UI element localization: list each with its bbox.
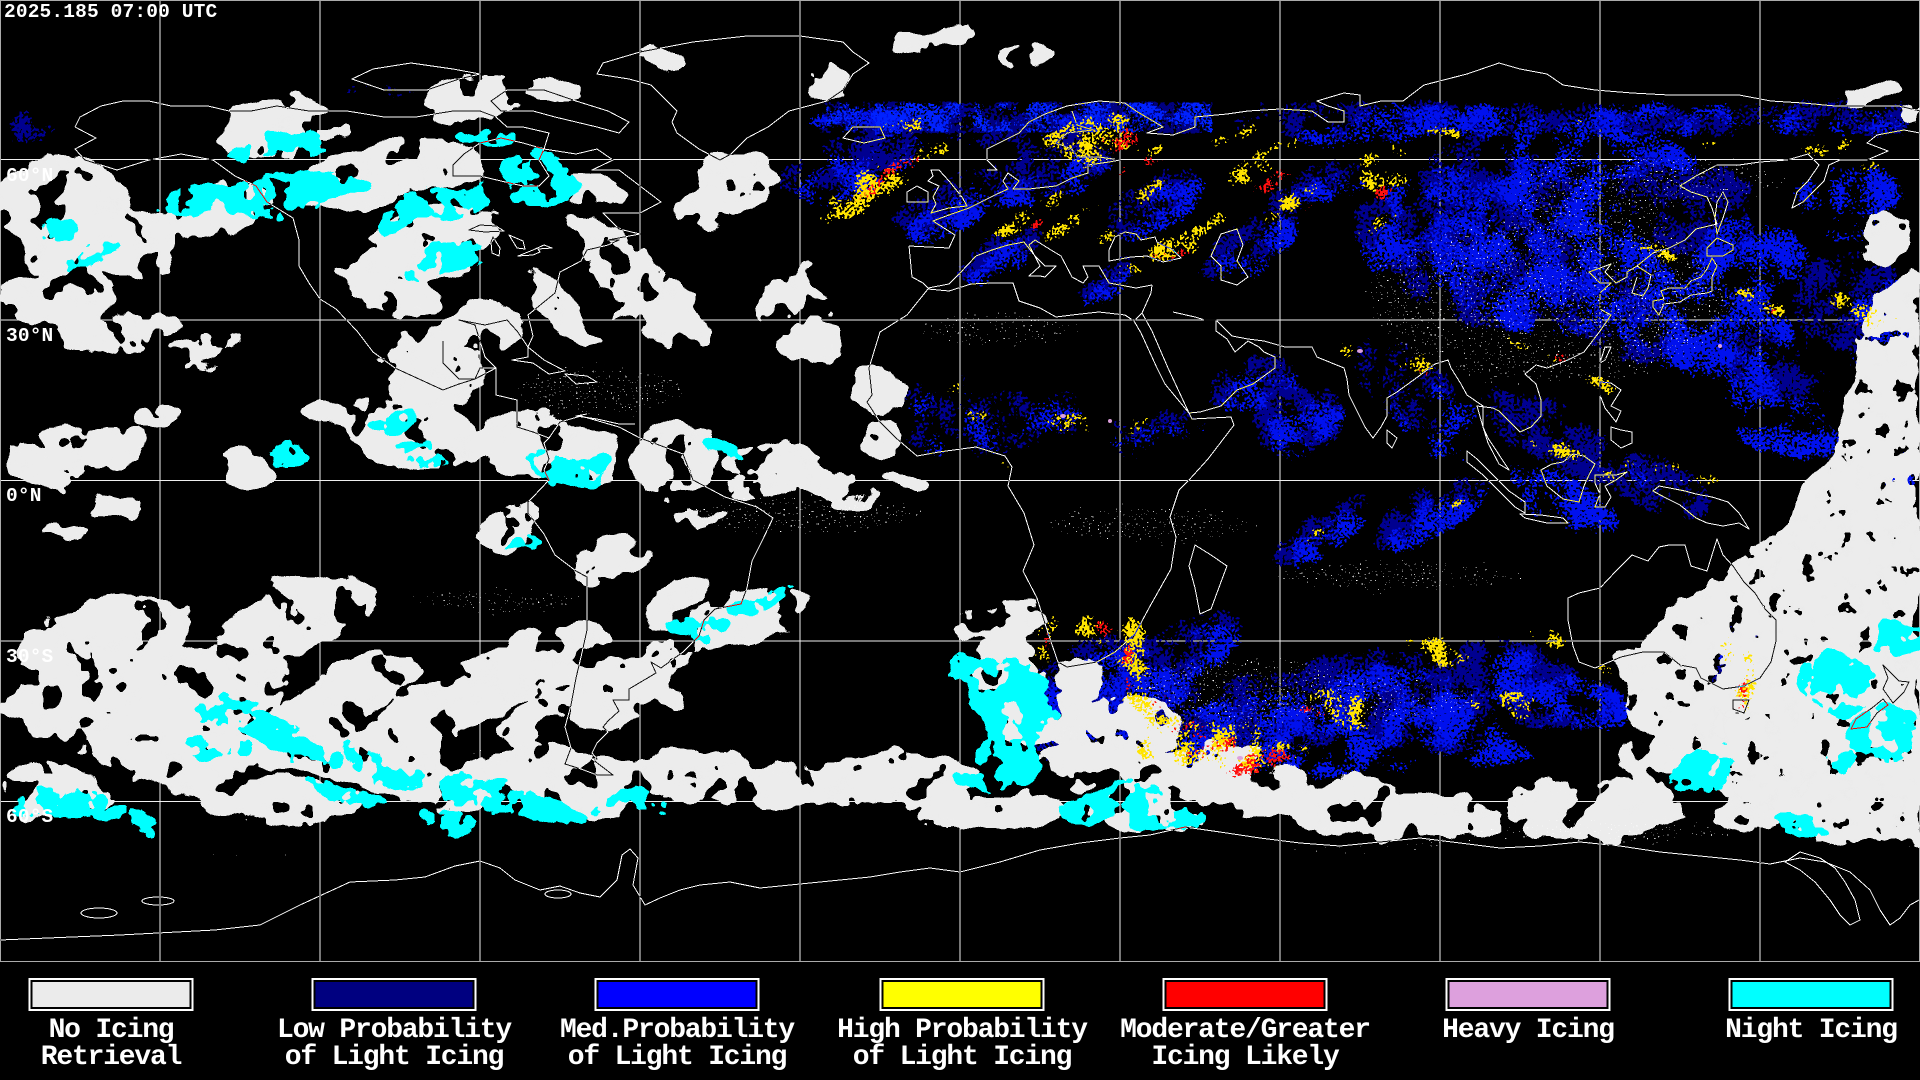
svg-text:No Icing: No Icing [49,1015,174,1046]
svg-text:Moderate/Greater: Moderate/Greater [1120,1015,1370,1046]
svg-text:of Light Icing: of Light Icing [285,1042,504,1073]
svg-text:Night Icing: Night Icing [1725,1015,1897,1046]
svg-text:Low Probability: Low Probability [277,1015,512,1046]
svg-text:30°N: 30°N [6,325,53,347]
svg-text:of Light Icing: of Light Icing [853,1042,1072,1073]
svg-text:Med.Probability: Med.Probability [560,1015,795,1046]
svg-text:Retrieval: Retrieval [41,1042,182,1073]
svg-text:High Probability: High Probability [837,1015,1088,1046]
svg-text:Icing Likely: Icing Likely [1151,1042,1340,1073]
svg-text:of Light Icing: of Light Icing [568,1042,787,1073]
svg-text:60°N: 60°N [6,165,53,187]
svg-text:30°S: 30°S [6,646,54,668]
svg-text:0°N: 0°N [6,485,42,507]
svg-text:60°S: 60°S [6,806,54,828]
svg-text:2025.185 07:00 UTC: 2025.185 07:00 UTC [4,1,217,23]
svg-text:Heavy Icing: Heavy Icing [1442,1015,1614,1046]
